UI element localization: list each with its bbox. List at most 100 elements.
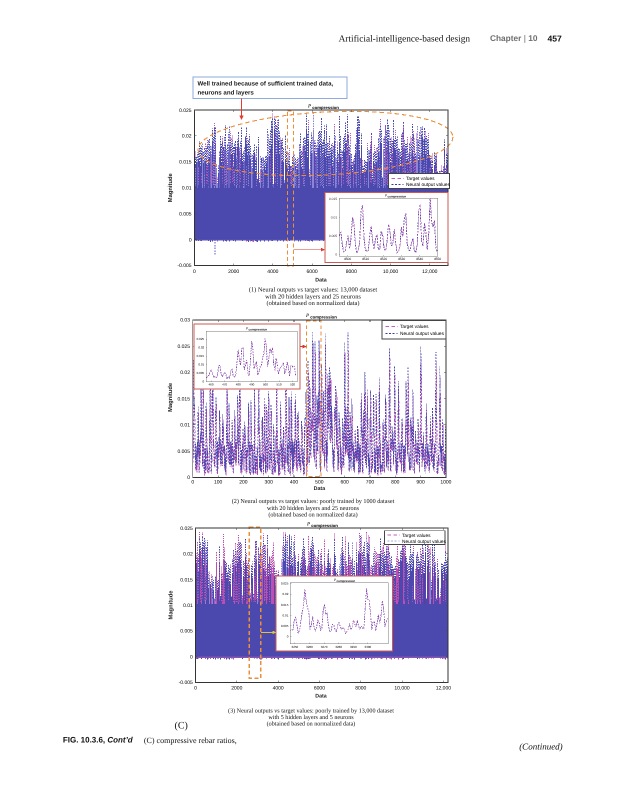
svg-text:0: 0 — [187, 475, 190, 481]
svg-text:compression: compression — [310, 314, 337, 319]
svg-text:0.005: 0.005 — [177, 449, 190, 455]
svg-text:1000: 1000 — [440, 479, 451, 485]
svg-text:0: 0 — [194, 686, 197, 692]
svg-text:4000: 4000 — [273, 686, 284, 692]
svg-text:Neural output values: Neural output values — [400, 331, 445, 337]
svg-text:0.02: 0.02 — [180, 370, 190, 376]
svg-text:Neural output values: Neural output values — [406, 182, 451, 188]
svg-text:900: 900 — [416, 479, 425, 485]
svg-text:(obtained based on normalized: (obtained based on normalized data) — [267, 300, 360, 307]
svg-text:Magnitude: Magnitude — [167, 382, 174, 412]
svg-text:0.02: 0.02 — [198, 346, 204, 350]
svg-text:P: P — [305, 313, 310, 319]
svg-text:457: 457 — [547, 33, 562, 43]
svg-text:100: 100 — [214, 479, 223, 485]
svg-text:P: P — [384, 194, 388, 198]
svg-text:(obtained based on normalized: (obtained based on normalized data) — [267, 720, 356, 727]
svg-text:Chapter | 10: Chapter | 10 — [490, 33, 538, 43]
svg-text:0.01: 0.01 — [180, 423, 190, 429]
svg-text:-0.005: -0.005 — [177, 263, 191, 269]
svg-text:460: 460 — [208, 383, 213, 387]
svg-text:400: 400 — [290, 479, 299, 485]
svg-text:480: 480 — [236, 383, 241, 387]
svg-text:4550: 4550 — [434, 257, 442, 261]
svg-text:0.02: 0.02 — [183, 552, 193, 558]
svg-text:0.015: 0.015 — [180, 577, 193, 583]
svg-text:P: P — [333, 578, 337, 582]
svg-text:10,000: 10,000 — [394, 686, 410, 692]
svg-text:Magnitude: Magnitude — [168, 590, 175, 620]
svg-text:0.01: 0.01 — [182, 186, 192, 192]
svg-text:3250: 3250 — [292, 645, 299, 649]
svg-text:Target values: Target values — [402, 533, 431, 539]
svg-text:Well trained because of suffic: Well trained because of sufficient train… — [198, 80, 334, 87]
svg-text:(Continued): (Continued) — [519, 742, 563, 752]
svg-text:3290: 3290 — [350, 645, 357, 649]
svg-text:3270: 3270 — [321, 645, 328, 649]
svg-text:0.015: 0.015 — [179, 160, 192, 166]
svg-text:520: 520 — [290, 383, 295, 387]
svg-text:3300: 3300 — [365, 645, 372, 649]
svg-text:Target values: Target values — [400, 324, 429, 330]
svg-text:0: 0 — [287, 635, 289, 639]
svg-text:500: 500 — [263, 383, 268, 387]
svg-text:Data: Data — [314, 486, 326, 492]
svg-text:0.025: 0.025 — [179, 108, 192, 114]
svg-text:compression: compression — [311, 523, 338, 528]
svg-text:with 5 hidden layers and 5 neu: with 5 hidden layers and 5 neurons — [268, 714, 354, 721]
svg-text:P: P — [306, 522, 311, 528]
svg-text:700: 700 — [366, 479, 375, 485]
svg-text:0: 0 — [190, 654, 193, 660]
svg-text:(2) Neural outputs vs target v: (2) Neural outputs vs target values: poo… — [232, 498, 395, 505]
svg-text:0.025: 0.025 — [197, 337, 205, 341]
svg-text:2000: 2000 — [228, 269, 239, 275]
svg-text:(obtained based on normalized: (obtained based on normalized data) — [268, 512, 357, 519]
svg-text:(C) compressive rebar ratios,: (C) compressive rebar ratios, — [144, 736, 237, 745]
svg-text:0: 0 — [203, 380, 205, 384]
svg-text:0.025: 0.025 — [281, 582, 289, 586]
svg-text:Data: Data — [315, 278, 327, 284]
svg-text:0.015: 0.015 — [197, 354, 205, 358]
svg-text:0.025: 0.025 — [177, 344, 190, 350]
svg-text:0: 0 — [335, 253, 337, 257]
svg-text:compression: compression — [388, 195, 407, 199]
svg-text:0.005: 0.005 — [179, 211, 192, 217]
svg-text:3280: 3280 — [335, 645, 342, 649]
svg-text:P: P — [245, 326, 249, 330]
svg-text:0.005: 0.005 — [329, 234, 337, 238]
svg-text:0.02: 0.02 — [182, 134, 192, 140]
svg-text:with 20 hidden layers and 25 n: with 20 hidden layers and 25 neurons — [267, 505, 360, 512]
svg-text:4500: 4500 — [344, 257, 352, 261]
svg-text:470: 470 — [222, 383, 227, 387]
svg-text:0: 0 — [193, 269, 196, 275]
svg-text:compression: compression — [249, 327, 268, 331]
svg-text:0.03: 0.03 — [180, 318, 190, 324]
svg-text:4540: 4540 — [416, 257, 424, 261]
svg-text:300: 300 — [265, 479, 274, 485]
svg-text:P: P — [307, 104, 312, 110]
svg-text:0.01: 0.01 — [331, 216, 338, 220]
svg-text:Artificial-intelligence-based: Artificial-intelligence-based design — [339, 34, 471, 44]
svg-text:(3) Neural outputs vs target v: (3) Neural outputs vs target values: poo… — [228, 708, 394, 715]
svg-text:0.02: 0.02 — [283, 592, 289, 596]
svg-text:10,000: 10,000 — [383, 269, 399, 275]
svg-text:200: 200 — [239, 479, 248, 485]
svg-text:510: 510 — [276, 383, 281, 387]
svg-text:with 20 hidden layers and 25 n: with 20 hidden layers and 25 neurons — [265, 293, 361, 300]
svg-text:-0.005: -0.005 — [179, 680, 193, 686]
svg-text:0.005: 0.005 — [281, 624, 289, 628]
svg-text:0: 0 — [189, 237, 192, 243]
svg-text:4000: 4000 — [267, 269, 278, 275]
svg-text:compression: compression — [312, 105, 339, 110]
svg-text:0.025: 0.025 — [180, 526, 193, 532]
svg-text:Data: Data — [315, 694, 327, 700]
svg-text:FIG. 10.3.6, Cont’d: FIG. 10.3.6, Cont’d — [63, 736, 134, 745]
svg-text:0.01: 0.01 — [198, 363, 204, 367]
svg-text:490: 490 — [249, 383, 254, 387]
svg-text:0.015: 0.015 — [177, 396, 190, 402]
svg-text:0.005: 0.005 — [180, 629, 193, 635]
svg-text:0.01: 0.01 — [183, 603, 193, 609]
svg-text:0.01: 0.01 — [283, 613, 289, 617]
svg-text:2000: 2000 — [231, 686, 242, 692]
svg-text:8000: 8000 — [355, 686, 366, 692]
